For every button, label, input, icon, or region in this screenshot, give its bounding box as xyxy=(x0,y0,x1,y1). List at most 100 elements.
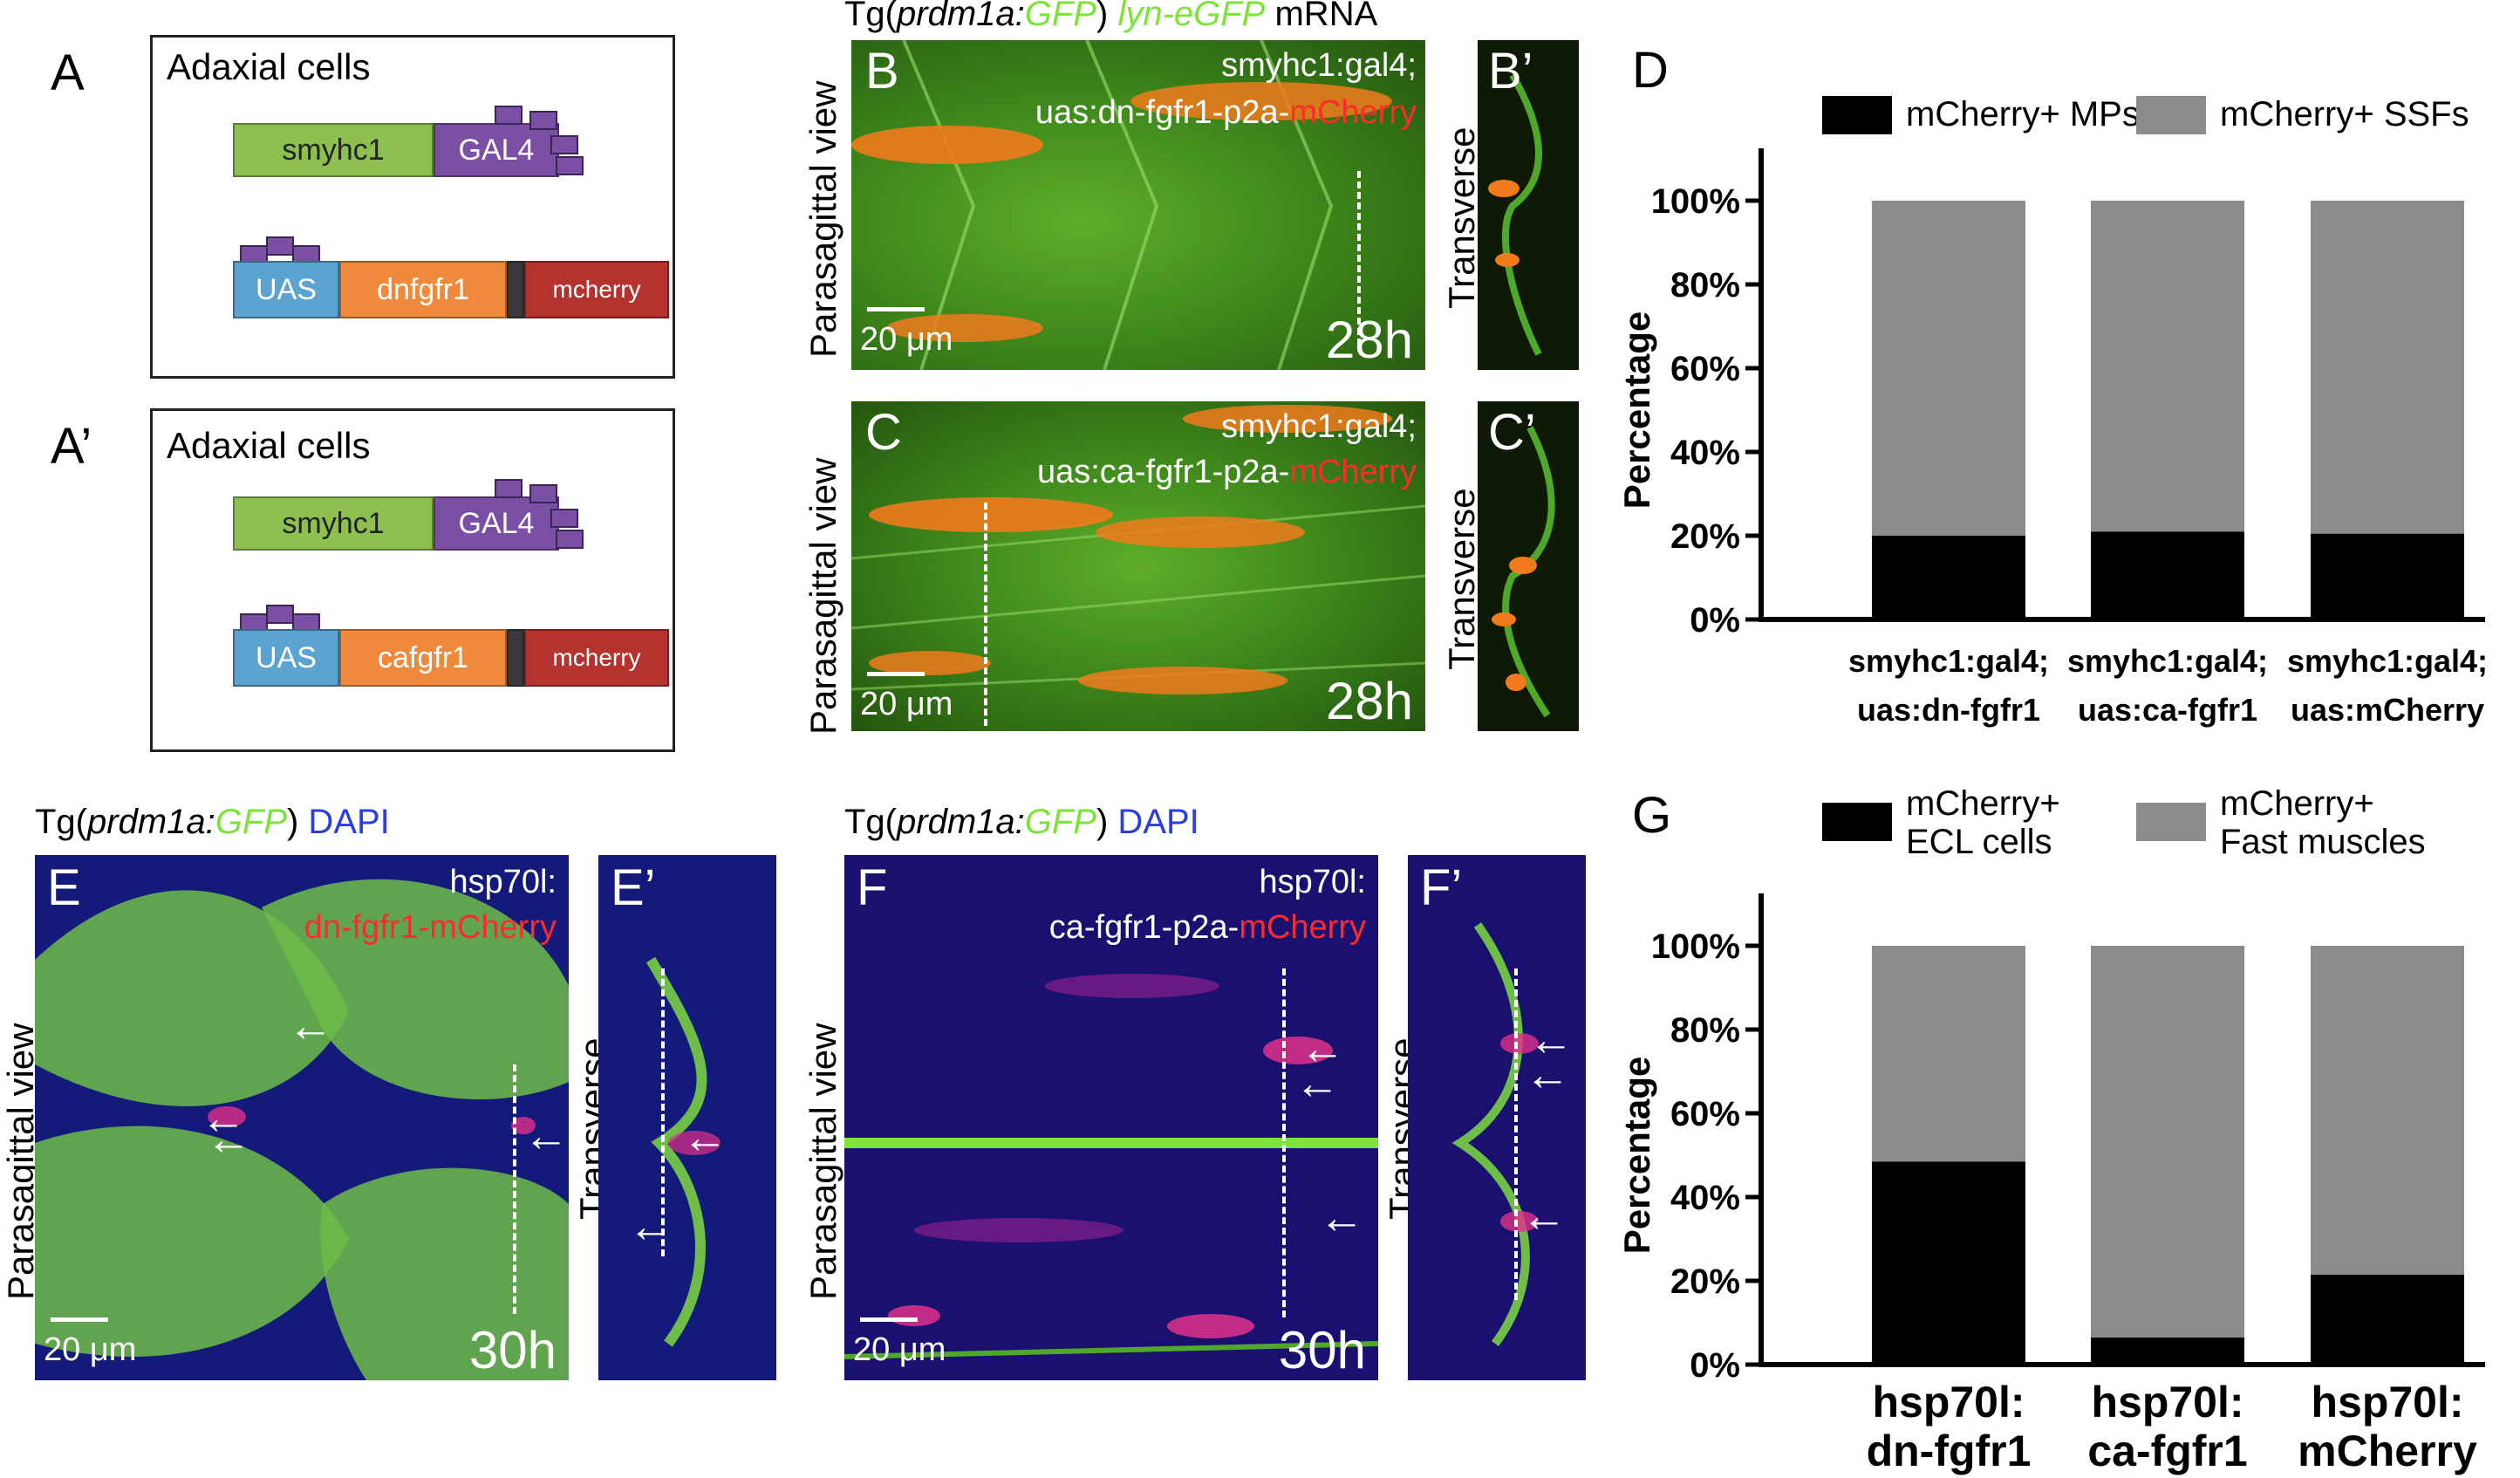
bar-segment xyxy=(2091,201,2244,532)
x-tick-label: hsp70l: xyxy=(2311,1378,2463,1427)
caption-colon: : xyxy=(1014,0,1025,33)
timepoint: 30h xyxy=(468,1321,557,1379)
gal4-block xyxy=(529,484,557,503)
x-tick-label: hsp70l: xyxy=(2091,1378,2243,1427)
section-line xyxy=(1514,968,1518,1300)
legend-swatch xyxy=(2136,96,2206,134)
bar-segment xyxy=(2091,531,2244,619)
y-tick-label: 0% xyxy=(1690,601,1740,640)
caption-close: ) xyxy=(1096,803,1109,841)
caption-close: ) xyxy=(286,803,299,841)
y-tick-label: 20% xyxy=(1670,1262,1740,1301)
micrograph-f-texture xyxy=(844,974,1378,1359)
x-tick-label: uas:ca-fgfr1 xyxy=(2078,692,2257,728)
scale-label: 20 μm xyxy=(860,321,953,358)
arrow-icon: ← xyxy=(1525,1050,1570,1100)
box-title: Adaxial cells xyxy=(167,425,371,466)
label-b-line2b: mCherry xyxy=(1289,94,1417,131)
timepoint: 30h xyxy=(1278,1321,1366,1379)
construct-box-a-prime: Adaxial cells smyhc1 GAL4 UAS cafgfr1 mc… xyxy=(150,408,675,752)
micrograph-e-prime-texture xyxy=(645,956,720,1347)
panel-label-b: B xyxy=(865,43,899,99)
bar-segment xyxy=(2311,1274,2464,1365)
micrograph-f-prime-texture xyxy=(1451,922,1539,1346)
x-tick-label: mCherry xyxy=(2298,1427,2477,1475)
panel-label-e-prime: E’ xyxy=(611,859,656,916)
smyhc1-segment: smyhc1 xyxy=(233,123,434,177)
legend-swatch xyxy=(1822,803,1892,841)
y-tick-label: 40% xyxy=(1670,434,1740,472)
arrow-icon: ← xyxy=(201,1093,246,1144)
section-line xyxy=(984,503,987,726)
timepoint: 28h xyxy=(1325,672,1413,730)
legend-label: ECL cells xyxy=(1906,823,2052,861)
micrograph-c: smyhc1:gal4; uas:ca-fgfr1-p2a-mCherry 20… xyxy=(851,401,1425,731)
legend-label: mCherry+ MPs xyxy=(1906,95,2140,133)
uas-segment: UAS xyxy=(233,629,339,687)
arrow-icon: ← xyxy=(206,1114,251,1165)
bar-segment xyxy=(1872,201,2025,536)
cafgfr1-segment: cafgfr1 xyxy=(339,629,507,687)
scale-label: 20 μm xyxy=(860,686,953,722)
legend-swatch xyxy=(1822,96,1892,134)
label-c-line2: uas:ca-fgfr1-p2a-mCherry xyxy=(1037,454,1417,491)
label-c-line2b: mCherry xyxy=(1289,454,1417,490)
panel-label-c-prime: C’ xyxy=(1488,404,1536,461)
y-tick-label: 20% xyxy=(1670,517,1740,556)
label-f-line2b: mCherry xyxy=(1239,909,1366,946)
bar-segment xyxy=(2311,201,2464,534)
gal4-segment: GAL4 xyxy=(434,123,559,177)
micrograph-c-texture xyxy=(851,405,1425,695)
label-f-line2a: ca-fgfr1-p2a- xyxy=(1048,909,1240,946)
gal4-block xyxy=(556,156,584,175)
arrow-icon: ← xyxy=(628,1201,673,1252)
panel-label-c: C xyxy=(865,404,902,461)
label-c-line2a: uas:ca-fgfr1-p2a- xyxy=(1036,454,1290,490)
label-f-line2: ca-fgfr1-p2a-mCherry xyxy=(1049,909,1366,947)
panel-label-e: E xyxy=(47,859,81,916)
timepoint: 28h xyxy=(1325,311,1413,369)
caption-colon: : xyxy=(1014,803,1025,841)
gal4-block xyxy=(556,530,584,549)
construct-box-a: Adaxial cells smyhc1 GAL4 UAS dnfgfr1 mc… xyxy=(150,35,675,379)
linker-segment xyxy=(507,629,524,687)
scale-bar xyxy=(860,1317,918,1322)
label-e-line2: dn-fgfr1-mCherry xyxy=(304,909,557,946)
gal4-block xyxy=(495,106,522,125)
x-tick-label: hsp70l: xyxy=(1872,1378,2025,1427)
legend-label: mCherry+ xyxy=(1906,784,2060,823)
gal4-block xyxy=(550,509,578,528)
panel-label: D xyxy=(1632,42,1669,99)
caption-gfp: GFP xyxy=(215,803,287,841)
caption-gfp: GFP xyxy=(1024,803,1096,841)
panel-label: G xyxy=(1632,787,1671,844)
caption-tg: Tg( xyxy=(844,803,897,841)
x-tick-label: uas:dn-fgfr1 xyxy=(1857,692,2040,728)
micrograph-b-texture xyxy=(851,40,1392,370)
y-axis-label: Percentage xyxy=(1616,311,1657,509)
micrograph-b-prime-texture xyxy=(1488,73,1542,356)
caption-lyn: lyn-eGFP xyxy=(1117,0,1266,33)
smyhc1-segment: smyhc1 xyxy=(233,496,434,551)
y-tick-label: 60% xyxy=(1670,1095,1740,1133)
caption-e: Tg(prdm1a:GFP) DAPI xyxy=(35,803,390,842)
side-label-c: Parasagittal view xyxy=(802,457,843,735)
box-title: Adaxial cells xyxy=(167,46,371,87)
scale-label: 20 μm xyxy=(853,1331,946,1368)
side-label-c-prime: Transverse xyxy=(1441,488,1482,670)
mcherry-segment: mcherry xyxy=(524,629,669,687)
gal4-block xyxy=(529,111,557,130)
arrow-icon: ← xyxy=(1528,1015,1574,1065)
legend-swatch xyxy=(2136,803,2206,841)
legend-label: mCherry+ xyxy=(2220,784,2374,823)
bar-segment xyxy=(2311,946,2464,1275)
scale-bar xyxy=(867,672,925,676)
linker-segment xyxy=(507,261,524,318)
bar-segment xyxy=(1872,536,2025,619)
caption-tg: Tg( xyxy=(844,0,897,33)
x-tick-label: smyhc1:gal4; xyxy=(1848,643,2049,679)
arrow-icon: ← xyxy=(1521,1191,1567,1242)
micrograph-e-prime: ← ← E’ xyxy=(598,855,776,1380)
dnfgfr1-segment: dnfgfr1 xyxy=(339,261,507,318)
